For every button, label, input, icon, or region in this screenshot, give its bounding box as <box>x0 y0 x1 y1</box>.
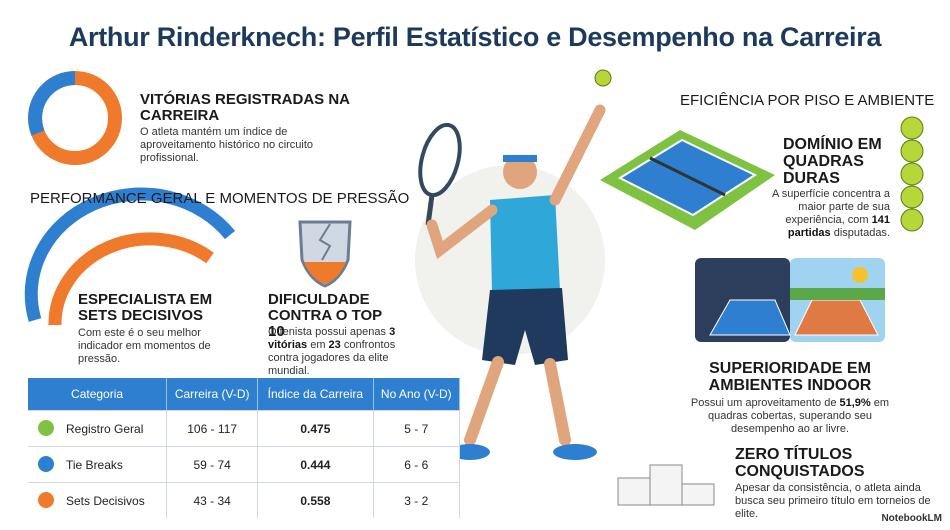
shoe <box>450 444 490 460</box>
emphasis: 51,9% <box>839 397 871 409</box>
heading: ESPECIALISTA EM SETS DECISIVOS <box>78 291 213 324</box>
table-cell: 0.558 <box>257 482 374 518</box>
row-icon <box>38 492 54 508</box>
text: disputadas. <box>830 227 890 239</box>
watermark: NotebookLM <box>881 513 942 524</box>
heading: VITÓRIAS REGISTRADAS NA CARREIRA <box>140 91 350 124</box>
text: Possui um aproveitamento de <box>690 397 840 409</box>
text: O tenista possui apenas <box>268 326 390 338</box>
emphasis: 141 partidas <box>787 214 890 239</box>
racket-handle <box>425 194 435 226</box>
arm <box>426 204 498 260</box>
text: A superfície concentra a maior parte de … <box>771 188 890 226</box>
column-header: Índice da Carreira <box>257 378 374 411</box>
trees <box>790 288 885 300</box>
text: Com este é o seu melhor indicador em mom… <box>78 327 211 365</box>
racket <box>418 122 462 198</box>
title: Arthur Rinderknech: Perfil Estatístico e… <box>68 22 882 52</box>
table-cell: 106 - 117 <box>166 410 259 447</box>
head <box>503 155 537 189</box>
indoor-court <box>709 299 791 336</box>
body: A superfície concentra a maior parte de … <box>755 188 890 240</box>
table-cell: 0.444 <box>257 446 374 483</box>
table-cell: Tie Breaks <box>28 446 168 483</box>
table-cell: Sets Decisivos <box>28 482 168 518</box>
section-heading: EFICIÊNCIA POR PISO E AMBIENTE <box>680 92 935 109</box>
table-cell: 59 - 74 <box>166 446 259 483</box>
column-header: No Ano (V-D) <box>373 378 461 411</box>
heading: DOMÍNIO EM QUADRAS DURAS <box>783 136 882 187</box>
net <box>649 156 726 197</box>
table-cell: Registro Geral <box>28 410 168 447</box>
shield-fill <box>304 262 346 284</box>
headband <box>503 155 537 162</box>
table-cell: 0.475 <box>257 410 374 447</box>
table-row: Tie Breaks 59 - 74 0.444 6 - 6 <box>28 446 461 483</box>
leg <box>464 356 504 446</box>
table-cell: 6 - 6 <box>373 446 461 483</box>
arc <box>48 232 214 326</box>
body: Apesar da consistência, o atleta ainda b… <box>735 482 935 521</box>
table-row: Registro Geral 106 - 117 0.475 5 - 7 <box>28 410 461 447</box>
emphasis: 3 vitórias <box>268 326 396 351</box>
text: em <box>307 339 329 351</box>
arc <box>24 187 236 322</box>
table-row: Sets Decisivos 43 - 34 0.558 3 - 2 <box>28 482 461 518</box>
heading: SUPERIORIDADE EM AMBIENTES INDOOR <box>708 360 872 394</box>
donut-part <box>28 71 76 136</box>
body: O atleta mantém um índice de aproveitame… <box>140 126 335 165</box>
sun <box>852 267 868 283</box>
leg <box>544 358 571 446</box>
row-icon <box>38 420 54 436</box>
crack <box>318 223 332 261</box>
stats-table: Categoria Carreira (V-D) Índice da Carreir… <box>28 378 461 518</box>
text: Apesar da consistência, o atleta ainda b… <box>735 482 931 520</box>
section-heading: PERFORMANCE GERAL E MOMENTOS DE PRESSÃO <box>30 190 410 207</box>
text: O atleta mantém um índice de aproveitame… <box>140 126 314 164</box>
body: O tenista possui apenas 3 vitórias em 23… <box>268 326 418 378</box>
podium <box>617 464 715 506</box>
shorts <box>482 288 568 365</box>
column-header: Categoria <box>28 378 168 411</box>
table-cell: 43 - 34 <box>166 482 259 518</box>
body: Com este é o seu melhor indicador em mom… <box>78 327 248 366</box>
body: Possui um aproveitamento de 51,9% em qua… <box>680 397 900 436</box>
heading: ZERO TÍTULOS CONQUISTADOS <box>735 446 865 480</box>
shirt <box>490 195 560 292</box>
shoe <box>553 444 597 460</box>
column-header: Carreira (V-D) <box>166 378 259 411</box>
heading: DIFICULDADE CONTRA O TOP 10 <box>268 291 382 340</box>
table-cell: 5 - 7 <box>373 410 461 447</box>
row-icon <box>38 456 54 472</box>
ball-stack <box>900 116 924 232</box>
ball <box>594 69 612 87</box>
text: em quadras cobertas, superando seu desem… <box>708 397 890 435</box>
emphasis: 23 <box>328 339 341 351</box>
text: confrontos contra jogadores da elite mun… <box>268 339 396 377</box>
table-cell: 3 - 2 <box>373 482 461 518</box>
arm <box>549 104 606 206</box>
